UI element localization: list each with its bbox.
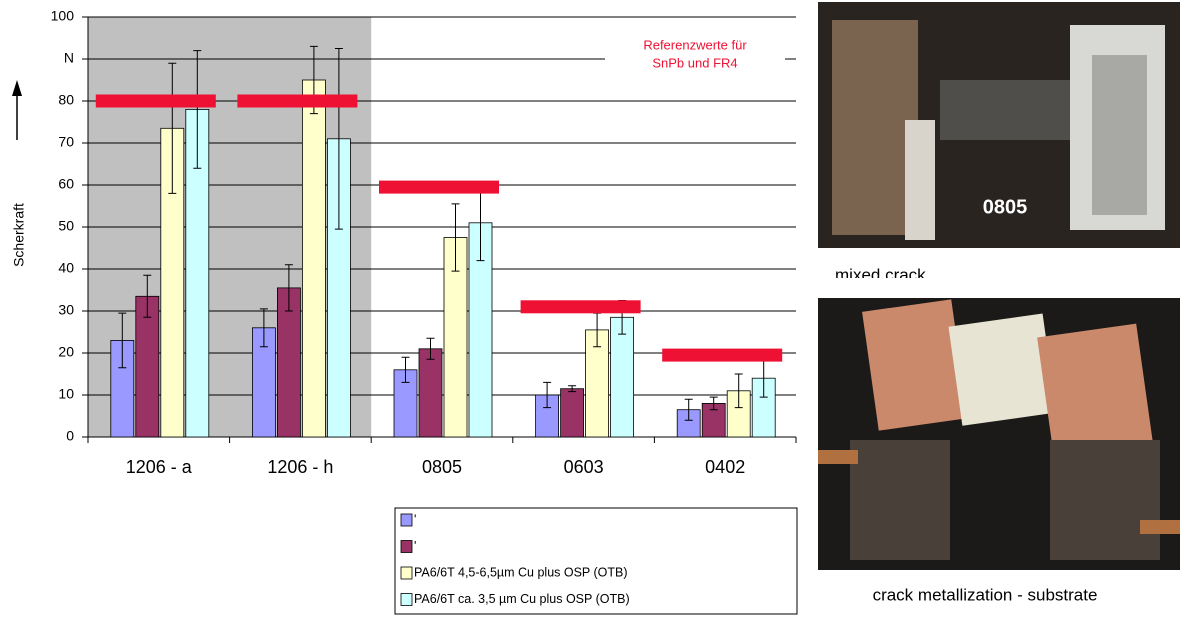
error-bar bbox=[684, 398, 693, 421]
reference-bar bbox=[379, 180, 499, 194]
y-tick-label: 50 bbox=[58, 218, 74, 234]
error-bar bbox=[118, 312, 127, 369]
error-bar bbox=[709, 396, 718, 411]
legend-swatch bbox=[400, 566, 413, 580]
annotation: Referenzwerte für bbox=[643, 37, 747, 52]
photo-part bbox=[948, 313, 1057, 426]
legend-swatch bbox=[400, 540, 413, 553]
y-tick-label: 70 bbox=[58, 134, 74, 150]
legend-label: PA6/6T 4,5-6,5µm Cu plus OSP (OTB) bbox=[414, 565, 628, 579]
y-tick-label: 20 bbox=[58, 344, 74, 360]
legend-label: ' bbox=[414, 539, 416, 553]
y-tick-label: 10 bbox=[58, 386, 74, 402]
error-bar bbox=[193, 50, 202, 169]
annotation: SnPb und FR4 bbox=[652, 55, 737, 70]
error-bar bbox=[168, 62, 177, 194]
error-bar bbox=[334, 48, 343, 230]
y-arrow-head bbox=[12, 80, 22, 96]
photo-part bbox=[1140, 520, 1180, 534]
y-tick-label: 40 bbox=[58, 260, 74, 276]
bar bbox=[560, 388, 584, 438]
x-tick-label: 0603 bbox=[564, 457, 604, 477]
legend-swatch bbox=[400, 593, 413, 606]
error-bar bbox=[451, 203, 460, 272]
photo-caption: mixed crack bbox=[835, 265, 926, 284]
error-bar bbox=[426, 337, 435, 360]
photo-part bbox=[850, 440, 950, 560]
photo-part bbox=[862, 299, 968, 431]
y-tick-label: 60 bbox=[58, 176, 74, 192]
annotation-bg bbox=[605, 34, 785, 74]
y-tick-label: 0 bbox=[66, 428, 74, 444]
reference-bar bbox=[520, 300, 641, 314]
bar bbox=[610, 316, 634, 438]
chart: 0 10 20 30 40 50 60 70 80 N 100 1206 - a 1206 - h 080… bbox=[51, 8, 798, 615]
x-tick-label: 0402 bbox=[705, 457, 745, 477]
legend-box bbox=[394, 507, 798, 615]
y-tick-label: 30 bbox=[58, 302, 74, 318]
x-tick-label: 0805 bbox=[422, 457, 462, 477]
error-bar bbox=[143, 274, 152, 318]
photo-part bbox=[1037, 323, 1153, 457]
y-axis-label: Scherkraft bbox=[11, 203, 27, 267]
error-bar bbox=[401, 356, 410, 383]
reference-bar bbox=[95, 94, 216, 108]
photo-part bbox=[1050, 440, 1160, 560]
photo-part bbox=[940, 80, 1070, 140]
photo-label: 0805 bbox=[983, 196, 1028, 218]
y-tick-label: 80 bbox=[58, 92, 74, 108]
error-bar bbox=[734, 373, 743, 409]
y-tick-label: 100 bbox=[51, 8, 75, 24]
error-bar bbox=[284, 264, 293, 312]
bar bbox=[301, 79, 326, 438]
photo-part bbox=[832, 20, 918, 235]
error-bar bbox=[259, 308, 268, 348]
bar bbox=[418, 348, 443, 438]
x-tick-label: 1206 - a bbox=[126, 457, 193, 477]
legend-label: ' bbox=[414, 512, 416, 526]
reference-bar bbox=[662, 348, 783, 362]
error-bar bbox=[568, 385, 577, 393]
y-tick-label: N bbox=[64, 50, 74, 66]
x-tick-label: 1206 - h bbox=[267, 457, 333, 477]
legend-swatch bbox=[400, 513, 413, 527]
error-bar bbox=[543, 381, 552, 409]
reference-bar bbox=[237, 94, 358, 108]
photo-part bbox=[1092, 55, 1147, 215]
photo-part bbox=[905, 120, 935, 240]
photo-caption: crack metallization - substrate bbox=[873, 585, 1098, 604]
legend-label: PA6/6T ca. 3,5 µm Cu plus OSP (OTB) bbox=[414, 592, 630, 606]
photo-part bbox=[818, 450, 858, 464]
